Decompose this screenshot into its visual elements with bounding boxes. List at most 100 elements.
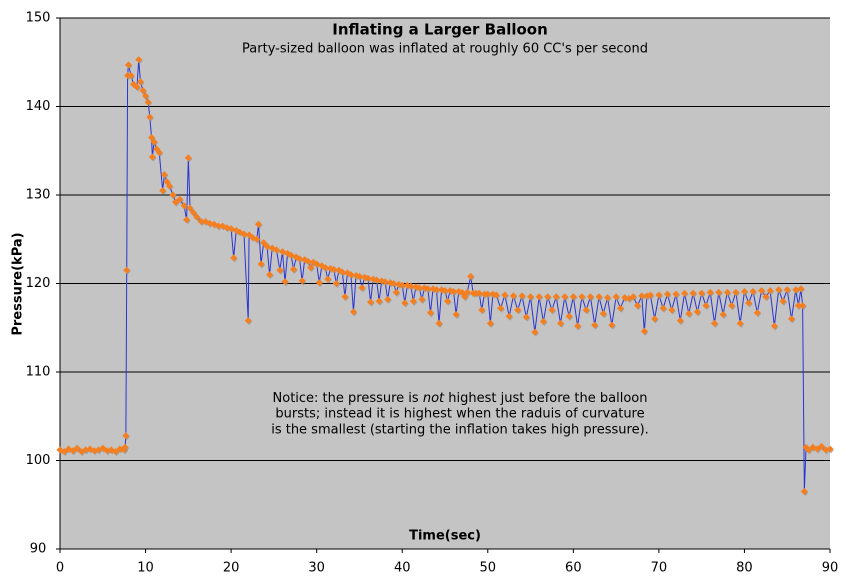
data-point (749, 287, 757, 295)
data-point (638, 292, 646, 300)
data-point (398, 281, 406, 289)
data-point (732, 288, 740, 296)
data-point (150, 138, 158, 146)
data-point (492, 291, 500, 299)
data-point (324, 275, 332, 283)
y-tick-label: 100 (26, 453, 51, 468)
data-point (122, 432, 130, 440)
chart-subtitle: Party-sized balloon was inflated at roug… (242, 42, 648, 57)
data-point (501, 291, 509, 299)
data-point (800, 487, 808, 495)
data-point (257, 260, 265, 268)
data-point (296, 255, 304, 263)
annotation: Notice: the pressure is not highest just… (273, 391, 648, 406)
data-point (616, 304, 624, 312)
data-point (358, 284, 366, 292)
data-point (183, 216, 191, 224)
data-point (522, 313, 530, 321)
data-point (276, 266, 284, 274)
data-point (719, 310, 727, 318)
data-point (706, 288, 714, 296)
data-point (298, 277, 306, 285)
data-point (272, 246, 280, 254)
data-point (290, 265, 298, 273)
data-point (136, 78, 144, 86)
data-point (599, 310, 607, 318)
data-point (779, 297, 787, 305)
data-point (799, 302, 807, 310)
data-point (715, 288, 723, 296)
annotation-emphasis: not (423, 391, 445, 406)
y-tick-label: 90 (30, 542, 47, 557)
data-point (148, 153, 156, 161)
data-point (180, 202, 188, 210)
data-point (341, 293, 349, 301)
data-point (539, 318, 547, 326)
data-point (189, 209, 197, 217)
data-point (381, 278, 389, 286)
data-point (544, 293, 552, 301)
data-point (176, 195, 184, 203)
data-point (230, 254, 238, 262)
data-point (349, 308, 357, 316)
data-point (817, 442, 825, 450)
data-point (651, 315, 659, 323)
x-tick-label: 50 (480, 561, 497, 576)
data-point (432, 286, 440, 294)
data-point (281, 278, 289, 286)
data-point (266, 271, 274, 279)
data-point (424, 285, 432, 293)
data-point (745, 299, 753, 307)
data-point (659, 304, 667, 312)
data-point (766, 287, 774, 295)
y-tick-label: 130 (26, 188, 51, 203)
data-point (634, 302, 641, 310)
data-point (758, 287, 766, 295)
x-tick-label: 70 (651, 561, 668, 576)
data-point (139, 87, 147, 95)
chart-title: Inflating a Larger Balloon (332, 21, 548, 39)
data-point (304, 257, 312, 265)
data-point (591, 321, 599, 329)
data-point (681, 289, 689, 297)
data-point (133, 83, 141, 91)
data-point (770, 322, 778, 330)
data-point (244, 317, 252, 325)
data-point (463, 288, 471, 296)
data-point (160, 171, 168, 179)
data-point (655, 291, 663, 299)
data-point (441, 287, 449, 295)
data-point (144, 98, 152, 106)
data-point (728, 302, 736, 310)
data-point (307, 264, 315, 272)
data-point (505, 312, 513, 320)
data-point (123, 266, 131, 274)
data-point (582, 306, 590, 314)
data-point (565, 312, 573, 320)
data-point (332, 280, 340, 287)
data-point (355, 272, 363, 280)
data-point (338, 268, 346, 276)
data-point (578, 293, 586, 301)
data-point (753, 309, 761, 317)
data-point (640, 327, 648, 335)
y-tick-label: 140 (26, 99, 51, 114)
data-point (740, 287, 748, 295)
data-point (557, 319, 564, 327)
data-point (527, 293, 535, 301)
data-point (646, 291, 654, 299)
data-point (509, 292, 517, 300)
data-point (401, 299, 409, 307)
data-point (330, 265, 338, 273)
data-point (392, 288, 400, 296)
data-point (142, 92, 150, 100)
data-point (390, 280, 398, 287)
data-point (595, 293, 603, 301)
data-point (685, 310, 693, 318)
data-point (608, 321, 616, 329)
data-point (347, 271, 355, 279)
data-point (478, 306, 486, 314)
data-point (315, 279, 323, 287)
data-point (484, 290, 492, 298)
data-point (535, 293, 543, 301)
